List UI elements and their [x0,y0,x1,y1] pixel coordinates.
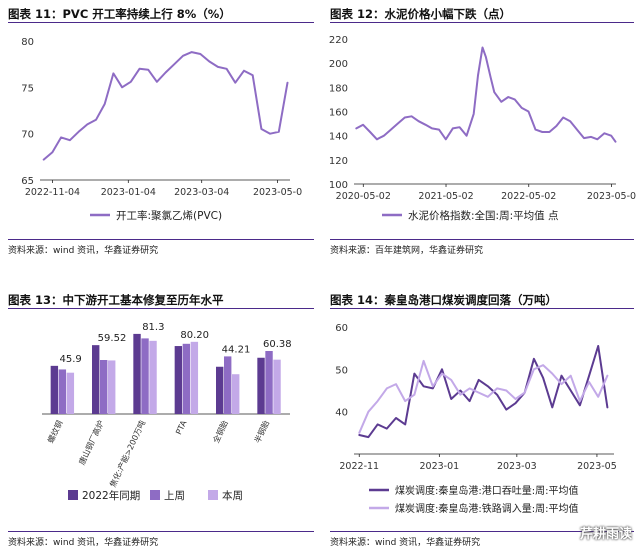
category-label: 半钢胎 [252,419,271,445]
y-tick-label: 80 [21,37,34,48]
bar [58,369,67,414]
y-tick-label: 180 [329,83,348,94]
legend-swatch [68,490,78,500]
panel-operating-rates: 图表 13：中下游开工基本修复至历年水平 45.9 螺纹钢 59.52 唐山钢厂高炉 8… [0,286,315,552]
bar [182,343,191,414]
panel-title: 图表 13：中下游开工基本修复至历年水平 [8,293,224,307]
x-tick-label: 2023-03-04 [174,187,229,198]
x-tick-label: 2023-03 [497,461,537,472]
panel-qinhuangdao: 图表 14：秦皇岛港口煤炭调度回落（万吨） 40 50 60 2022-11 2023-… [324,286,640,552]
bar [92,345,100,414]
title-divider [330,308,634,309]
y-tick-label: 220 [329,35,348,46]
category-label: 唐山钢厂高炉 [76,419,105,467]
source-note: 资料来源：wind 资讯，华鑫证券研究 [330,538,481,548]
source-note: 资料来源：百年建筑网，华鑫证券研究 [330,246,484,256]
legend-label: 2022年同期 [82,489,140,502]
y-tick-label: 65 [21,176,34,187]
legend-swatch [150,490,160,500]
bar [265,351,273,414]
y-tick-label: 100 [329,180,348,191]
source-note: 资料来源：wind 资讯，华鑫证券研究 [8,538,159,548]
y-tick-label: 160 [329,108,348,119]
pvc-chart: 65 70 75 80 2022-11-04 2023-01-04 2023-03-04 20… [21,37,302,222]
data-label: 44.21 [222,344,251,355]
data-label: 80.20 [180,330,209,341]
x-tick-label: 2022-11-04 [25,187,80,198]
title-divider [330,22,634,23]
panel-title: 图表 14：秦皇岛港口煤炭调度回落（万吨） [330,293,558,307]
x-tick-label: 2021-05-02 [418,191,473,202]
y-tick-label: 120 [329,156,348,167]
data-label: 59.52 [98,333,127,344]
bar [224,356,232,414]
source-divider [330,531,634,532]
x-tick-label: 2023-01-04 [101,187,156,198]
x-tick-label: 2023-05 [577,461,617,472]
data-label: 81.3 [142,322,164,333]
series-line [42,51,289,161]
series-line [355,46,617,143]
bar [273,359,281,414]
panel-title: 图表 12：水泥价格小幅下跌（点） [330,7,512,21]
legend-label: 水泥价格指数:全国:周:平均值 点 [408,209,558,222]
bar [141,338,149,414]
panel-pvc: 图表 11：PVC 开工率持续上行 8%（%） 65 70 75 80 2022-11-… [0,0,315,276]
x-tick-label: 2023-05-0 [587,191,636,202]
y-tick-label: 140 [329,132,348,143]
panel-cement: 图表 12：水泥价格小幅下跌（点） 100 120 140 160 180 200 220 2… [324,0,640,276]
legend-label: 本周 [222,489,243,502]
x-tick-label: 2020-05-02 [336,191,391,202]
bar [216,366,224,414]
bar [108,360,116,414]
bar [66,372,75,414]
legend-label: 开工率:聚氯乙烯(PVC) [116,209,222,222]
title-divider [8,308,314,309]
bar [149,340,157,414]
y-tick-label: 75 [21,83,34,94]
bar [232,374,240,414]
bar [133,333,141,414]
x-tick-label: 2022-05-02 [501,191,556,202]
title-divider [8,22,314,23]
data-label: 45.9 [60,354,82,365]
source-divider [8,239,314,240]
bar [257,357,265,414]
panel-title: 图表 11：PVC 开工率持续上行 8%（%） [8,7,231,21]
operating-rate-chart: 45.9 螺纹钢 59.52 唐山钢厂高炉 81.3 焦化:产能>200万吨 80.20 PT… [42,322,292,502]
legend-swatch [208,490,218,500]
legend-label: 煤炭调度:秦皇岛港:铁路调入量:周:平均值 [395,502,578,515]
category-label: 全钢胎 [211,419,230,445]
coal-dispatch-chart: 40 50 60 2022-11 2023-01 2023-03 2023-05 煤炭调度:秦… [335,323,617,515]
category-label: 焦化:产能>200万吨 [107,419,147,489]
x-tick-label: 2022-11 [339,461,379,472]
legend-label: 煤炭调度:秦皇岛港:港口吞吐量:周:平均值 [395,484,578,497]
source-note: 资料来源：wind 资讯，华鑫证券研究 [8,246,159,256]
y-tick-label: 60 [335,323,348,334]
y-tick-label: 40 [335,408,348,419]
watermark-text: 芹耕雨读 [579,527,632,542]
x-tick-label: 2023-05-0 [253,187,302,198]
cement-chart: 100 120 140 160 180 200 220 2020-05-02 2021-05-0… [329,35,636,222]
bar [50,365,59,414]
source-divider [8,531,314,532]
source-divider [330,239,634,240]
y-tick-label: 70 [21,130,34,141]
series-line [358,359,609,434]
bar [190,341,199,414]
x-tick-label: 2023-01 [420,461,460,472]
y-tick-label: 50 [335,365,348,376]
y-tick-label: 200 [329,59,348,70]
bar [174,346,183,414]
bar [100,360,108,414]
data-label: 60.38 [263,339,292,350]
category-label: 螺纹钢 [45,419,64,445]
legend-label: 上周 [164,490,185,502]
series-line [358,345,609,439]
category-label: PTA [174,419,189,436]
